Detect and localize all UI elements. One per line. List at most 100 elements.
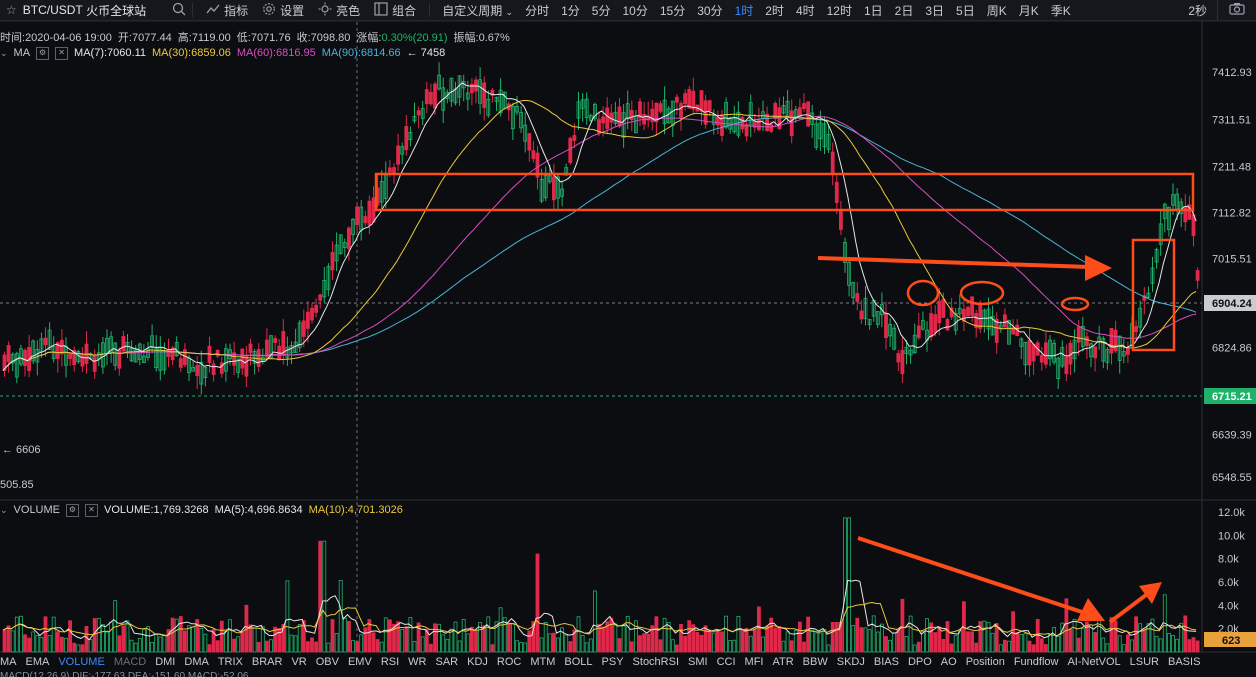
ohlc-info: 时间:2020-04-06 19:00 开:7077.44 高:7119.00 … [0, 29, 510, 44]
volume-bar [1175, 638, 1179, 653]
volume-bar [84, 625, 89, 653]
candle-body [1048, 339, 1052, 360]
layout-button[interactable]: 组合 [367, 1, 423, 19]
settings-icon[interactable]: ⚙ [36, 46, 50, 60]
indicator-tab[interactable]: OBV [315, 656, 339, 668]
close-icon[interactable]: ✕ [85, 503, 99, 517]
candle-body [707, 100, 712, 112]
indicator-tab[interactable]: RSI [380, 656, 400, 668]
volume-bar [371, 632, 376, 653]
indicator-tab[interactable]: WR [408, 656, 427, 668]
indicator-tab[interactable]: ROC [496, 656, 522, 668]
indicator-tab[interactable]: StochRSI [632, 656, 680, 668]
volume-bar [23, 634, 27, 653]
theme-button[interactable]: 亮色 [311, 2, 367, 19]
indicator-tab[interactable]: DPO [907, 656, 932, 668]
period-tab[interactable]: 5分 [591, 3, 611, 18]
indicator-tab[interactable]: AO [940, 656, 957, 668]
period-tab[interactable]: 15分 [659, 3, 686, 18]
indicator-tab[interactable]: EMA [25, 656, 50, 668]
candle-body [232, 352, 237, 366]
volume-bar [904, 636, 909, 653]
star-icon[interactable]: ☆ [6, 3, 17, 17]
settings-icon[interactable]: ⚙ [66, 503, 80, 517]
period-tab[interactable]: 5日 [956, 3, 975, 18]
indicator-tab[interactable]: AI-NetVOL [1067, 656, 1121, 668]
indicator-tab[interactable]: CCI [716, 656, 736, 668]
volume-bar [355, 641, 360, 653]
indicator-tab[interactable]: SAR [435, 656, 459, 668]
period-tab[interactable]: 30分 [697, 3, 723, 18]
period-tab[interactable]: 10分 [622, 3, 648, 18]
indicator-tab[interactable]: MFI [744, 656, 764, 668]
period-tab[interactable]: 1分 [561, 3, 580, 18]
candle-body [625, 103, 630, 120]
screenshot-button[interactable] [1217, 0, 1256, 20]
period-tab[interactable]: 1时 [734, 3, 754, 18]
period-tab[interactable]: 2日 [894, 3, 914, 18]
search-icon[interactable] [172, 2, 186, 19]
period-tab[interactable]: 4时 [795, 3, 815, 18]
indicator-tab[interactable]: BASIS [1168, 656, 1201, 668]
candle-body [822, 123, 827, 148]
close-icon[interactable]: ✕ [55, 46, 69, 60]
period-tab[interactable]: 季K [1050, 3, 1071, 18]
period-tab[interactable]: 1日 [863, 3, 883, 18]
volume-bar [1191, 637, 1196, 653]
volume-bar [515, 640, 519, 653]
indicator-tab[interactable]: VOLUME [58, 656, 105, 668]
toolbar-right: 2秒 [1178, 0, 1256, 20]
period-tab[interactable]: 2时 [765, 3, 784, 18]
volume-bar [802, 641, 806, 653]
custom-period-dropdown[interactable]: 自定义周期 ⌄ [436, 2, 519, 19]
candle-body [109, 336, 113, 353]
indicator-button[interactable]: 指标 [199, 2, 255, 19]
candle-body [182, 349, 187, 366]
peak-circle-annotation [1060, 296, 1090, 312]
candle-body [322, 279, 327, 298]
volume-bar [806, 616, 810, 653]
indicator-tab[interactable]: Position [965, 656, 1005, 668]
volume-bar [27, 637, 32, 653]
chevron-down-icon[interactable]: ⌄ [0, 504, 8, 515]
candle-body [80, 353, 85, 367]
candle-body [1031, 344, 1036, 362]
settings-button[interactable]: 设置 [255, 2, 311, 19]
indicator-tab[interactable]: BBW [802, 656, 828, 668]
indicator-tab[interactable]: VR [291, 656, 307, 668]
indicator-tab[interactable]: LSUR [1129, 656, 1159, 668]
indicator-tab[interactable]: EMV [347, 656, 372, 668]
indicator-tab[interactable]: SKDJ [836, 656, 865, 668]
indicator-tab[interactable]: BRAR [251, 656, 283, 668]
indicator-tab[interactable]: Fundflow [1013, 656, 1059, 668]
period-tab[interactable]: 分时 [525, 3, 550, 18]
indicator-tab[interactable]: MA [0, 656, 17, 668]
indicator-tab[interactable]: MTM [530, 656, 556, 668]
volume-bar [634, 620, 638, 653]
period-tab[interactable]: 12时 [826, 3, 852, 18]
indicator-tab[interactable]: BIAS [873, 656, 899, 668]
candle-body [191, 367, 196, 372]
indicator-tab[interactable]: MACD [113, 656, 147, 668]
period-tab[interactable]: 月K [1018, 3, 1039, 18]
candle-body [789, 110, 794, 137]
period-tab[interactable]: 周K [986, 3, 1007, 18]
volume-bar [875, 631, 880, 653]
chevron-down-icon[interactable]: ⌄ [0, 47, 8, 58]
indicator-tab[interactable]: KDJ [467, 656, 488, 668]
indicator-tab[interactable]: DMI [155, 656, 176, 668]
pair-selector[interactable]: ☆ BTC/USDT 火币全球站 [0, 2, 152, 19]
camera-icon [1229, 2, 1245, 18]
indicator-tab[interactable]: SMI [688, 656, 708, 668]
indicator-tab[interactable]: PSY [601, 656, 624, 668]
refresh-rate[interactable]: 2秒 [1188, 3, 1207, 18]
indicator-tab[interactable]: DMA [184, 656, 209, 668]
indicator-tab[interactable]: ATR [772, 656, 794, 668]
indicator-tab[interactable]: BOLL [564, 656, 593, 668]
price-tick: 7015.51 [1212, 253, 1252, 265]
volume-bar [305, 641, 310, 653]
period-tab[interactable]: 3日 [925, 3, 945, 18]
indicator-tab[interactable]: TRIX [217, 656, 243, 668]
candle-body [154, 348, 159, 369]
